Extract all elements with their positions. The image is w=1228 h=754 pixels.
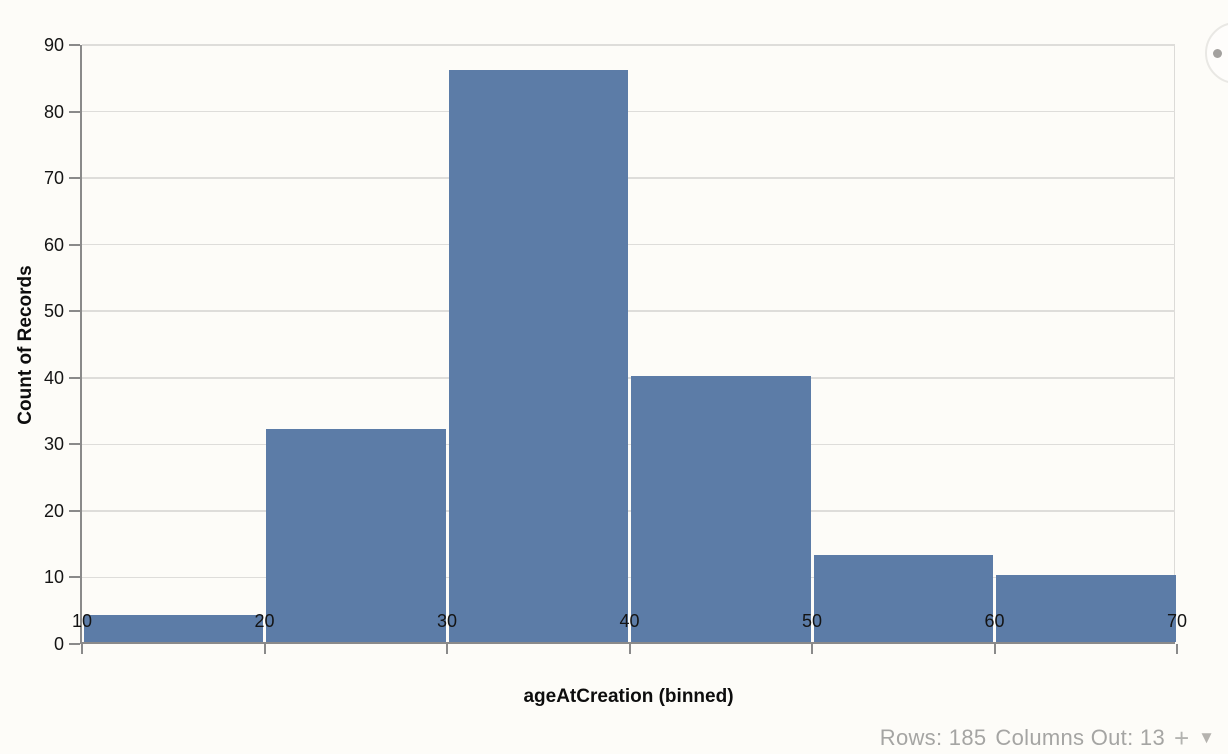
y-axis-tick-label: 90 (43, 35, 64, 55)
x-axis-tick (993, 644, 996, 654)
y-axis-tick (69, 243, 80, 246)
y-axis-tick-label: 10 (43, 567, 64, 588)
x-axis-tick (811, 644, 813, 654)
y-gridline (82, 110, 1175, 113)
x-axis-tick (1176, 644, 1178, 654)
y-axis-tick (69, 643, 80, 645)
y-gridline (82, 443, 1175, 446)
y-gridline (82, 243, 1175, 246)
plot-right-border (1173, 45, 1175, 642)
x-axis-title: ageAtCreation (binned) (523, 686, 734, 707)
y-axis-tick-label: 80 (43, 101, 64, 122)
y-gridline (82, 576, 1175, 579)
x-axis-tick (81, 644, 83, 654)
add-icon[interactable]: + (1173, 723, 1190, 753)
y-axis-tick-label: 0 (53, 634, 64, 654)
x-axis-tick-label: 50 (801, 611, 823, 631)
y-gridline (82, 177, 1175, 179)
y-axis-title: Count of Records (15, 265, 36, 425)
rows-count: Rows: 185 (879, 725, 987, 750)
y-axis-tick-label: 50 (43, 301, 64, 322)
histogram-bar[interactable] (448, 69, 628, 642)
y-axis-tick (69, 509, 80, 512)
y-gridline (82, 310, 1175, 312)
y-axis-tick (69, 44, 80, 46)
x-axis-tick-label: 60 (984, 611, 1005, 631)
more-options-button[interactable] (1205, 22, 1228, 84)
dot-icon (1213, 49, 1222, 58)
histogram-bar[interactable] (996, 575, 1176, 642)
plot-area: 0 10 20 30 40 50 60 70 80 90 (44, 35, 1178, 654)
y-axis-tick-label: 20 (43, 500, 64, 521)
x-axis-tick-label: 70 (1166, 611, 1188, 631)
x-axis-tick-label: 20 (254, 611, 275, 631)
y-gridline (82, 510, 1175, 512)
y-axis-tick (69, 376, 80, 379)
x-axis-tick (446, 644, 448, 654)
y-axis-tick (69, 576, 80, 579)
x-axis-tick-label: 30 (436, 611, 458, 631)
histogram-bar[interactable] (83, 615, 263, 642)
y-gridline (82, 44, 1175, 46)
y-axis-tick (69, 310, 80, 313)
collapse-icon[interactable]: ▼ (1198, 728, 1215, 747)
histogram-bar[interactable] (266, 429, 446, 642)
columns-out-count: Columns Out: 13 (995, 725, 1165, 750)
y-gridline (82, 377, 1175, 379)
x-axis-tick (263, 644, 266, 654)
histogram-bar[interactable] (631, 375, 811, 642)
status-bar: Rows: 185 Columns Out: 13 + ▼ (880, 725, 1215, 751)
y-axis-tick (69, 443, 80, 446)
y-axis-tick-label: 30 (43, 434, 64, 455)
y-axis-tick (69, 110, 80, 113)
y-axis-tick-label: 60 (43, 234, 64, 255)
x-axis-tick (628, 644, 631, 654)
x-axis-tick-label: 10 (71, 611, 93, 631)
x-axis-tick-label: 40 (619, 611, 640, 631)
histogram-bar[interactable] (813, 555, 993, 642)
y-axis-tick-label: 70 (43, 168, 64, 189)
y-axis-tick (69, 177, 80, 180)
y-axis-tick-label: 40 (43, 367, 64, 388)
